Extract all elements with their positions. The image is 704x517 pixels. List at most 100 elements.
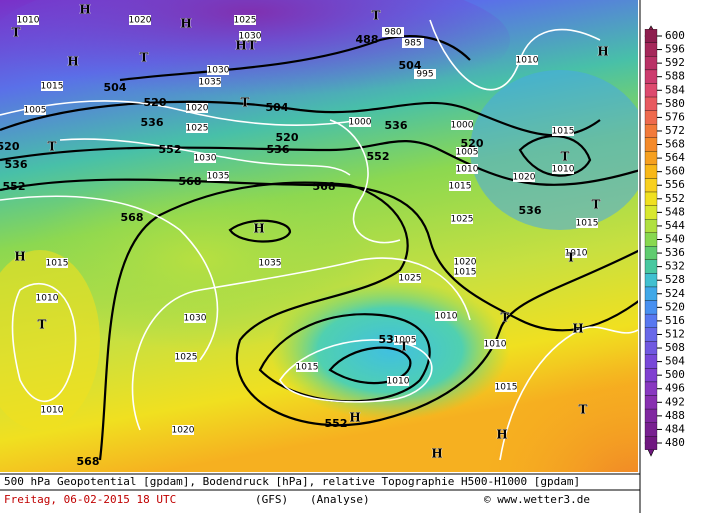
legend-label: 508 bbox=[665, 341, 685, 354]
pressure-label: 1015 bbox=[454, 268, 477, 278]
pressure-label: 1015 bbox=[495, 383, 518, 393]
legend-label: 488 bbox=[665, 409, 685, 422]
pressure-label: 1030 bbox=[194, 154, 217, 164]
pressure-center: H bbox=[597, 45, 608, 59]
pressure-label-bg bbox=[414, 69, 436, 79]
pressure-label-bg bbox=[349, 117, 371, 127]
pressure-label: 1000 bbox=[349, 118, 372, 128]
legend-label: 500 bbox=[665, 368, 685, 381]
pressure-center: T bbox=[592, 198, 601, 212]
pressure-label: 1010 bbox=[565, 249, 588, 259]
geopotential-label: 504 bbox=[399, 59, 422, 72]
pressure-center: T bbox=[248, 39, 257, 53]
pressure-label-bg bbox=[41, 405, 63, 415]
legend-label: 576 bbox=[665, 110, 685, 123]
pressure-center: T bbox=[400, 340, 409, 354]
pressure-center: H bbox=[14, 250, 25, 264]
pressure-label: 1020 bbox=[186, 104, 209, 114]
pressure-label: 1025 bbox=[451, 215, 474, 225]
geopotential-label: 568 bbox=[77, 455, 100, 468]
map-date: Freitag, 06-02-2015 18 UTC bbox=[4, 493, 176, 506]
legend-label: 588 bbox=[665, 70, 685, 83]
legend-label: 560 bbox=[665, 165, 685, 178]
pressure-label-bg bbox=[17, 15, 39, 25]
pressure-label-bg bbox=[239, 31, 261, 41]
pressure-label: 1030 bbox=[239, 32, 262, 42]
legend-label: 580 bbox=[665, 97, 685, 110]
legend-label: 520 bbox=[665, 300, 685, 313]
pressure-label-bg bbox=[296, 362, 318, 372]
pressure-label: 1025 bbox=[175, 353, 198, 363]
legend-swatch bbox=[644, 178, 658, 193]
pressure-label-bg bbox=[402, 38, 424, 48]
pressure-label: 1005 bbox=[456, 148, 479, 158]
pressure-label-bg bbox=[175, 352, 197, 362]
pressure-label-bg bbox=[399, 273, 421, 283]
pressure-label: 1010 bbox=[552, 165, 575, 175]
run-type: (Analyse) bbox=[310, 493, 370, 506]
legend-swatch bbox=[644, 436, 658, 450]
pressure-label: 1015 bbox=[576, 219, 599, 229]
map-description: 500 hPa Geopotential [gpdam], Bodendruck… bbox=[4, 475, 580, 488]
pressure-label-bg bbox=[484, 339, 506, 349]
legend-label: 600 bbox=[665, 29, 685, 42]
pressure-label-bg bbox=[199, 77, 221, 87]
legend-swatch bbox=[644, 42, 658, 57]
pressure-label-bg bbox=[184, 313, 206, 323]
pressure-label-bg bbox=[565, 248, 587, 258]
pressure-label-bg bbox=[513, 172, 535, 182]
pressure-label: 1010 bbox=[516, 56, 539, 66]
legend-swatch bbox=[644, 124, 658, 138]
pressure-label-bg bbox=[207, 171, 229, 181]
pressure-label-bg bbox=[456, 147, 478, 157]
pressure-label-bg bbox=[207, 65, 229, 75]
legend-swatch bbox=[644, 422, 658, 437]
pressure-label: 985 bbox=[404, 39, 421, 49]
legend-swatch bbox=[644, 327, 658, 342]
pressure-center: H bbox=[79, 3, 90, 17]
geopotential-label: 536 bbox=[5, 158, 28, 171]
geopotential-label: 520 bbox=[461, 137, 484, 150]
geopotential-label: 552 bbox=[367, 150, 390, 163]
pressure-label-bg bbox=[194, 153, 216, 163]
pressure-label-bg bbox=[234, 15, 256, 25]
legend-swatch bbox=[644, 110, 658, 125]
legend-label: 532 bbox=[665, 260, 685, 273]
pressure-label: 1025 bbox=[399, 274, 422, 284]
pressure-label-bg bbox=[24, 105, 46, 115]
pressure-center: H bbox=[180, 17, 191, 31]
pressure-label: 1020 bbox=[513, 173, 536, 183]
legend-swatch bbox=[644, 232, 658, 247]
pressure-label: 1020 bbox=[129, 16, 152, 26]
legend-swatch bbox=[644, 341, 658, 355]
legend-swatch bbox=[644, 300, 658, 315]
pressure-center: H bbox=[67, 55, 78, 69]
legend-swatch bbox=[644, 205, 658, 220]
pressure-center: T bbox=[561, 150, 570, 164]
legend-label: 496 bbox=[665, 382, 685, 395]
legend-label: 492 bbox=[665, 395, 685, 408]
legend-label: 524 bbox=[665, 287, 685, 300]
model: (GFS) bbox=[255, 493, 288, 506]
pressure-label-bg bbox=[382, 27, 404, 37]
pressure-label: 1030 bbox=[207, 66, 230, 76]
pressure-center: T bbox=[38, 318, 47, 332]
geopotential-label: 520 bbox=[276, 131, 299, 144]
pressure-center: H bbox=[235, 39, 246, 53]
legend-label: 512 bbox=[665, 327, 685, 340]
pressure-label: 1020 bbox=[454, 258, 477, 268]
pressure-label: 1010 bbox=[36, 294, 59, 304]
geopotential-label: 536 bbox=[267, 143, 290, 156]
legend-swatch bbox=[644, 286, 658, 301]
legend-label: 596 bbox=[665, 43, 685, 56]
pressure-label-bg bbox=[259, 258, 281, 268]
geopotential-label: 536 bbox=[141, 116, 164, 129]
pressure-label-bg bbox=[394, 335, 416, 345]
pressure-label: 1035 bbox=[259, 259, 282, 269]
pressure-label-bg bbox=[516, 55, 538, 65]
pressure-label: 995 bbox=[416, 70, 433, 80]
pressure-label-bg bbox=[435, 311, 457, 321]
pressure-center: T bbox=[372, 9, 381, 23]
pressure-center: T bbox=[241, 96, 250, 110]
pressure-label: 1005 bbox=[394, 336, 417, 346]
